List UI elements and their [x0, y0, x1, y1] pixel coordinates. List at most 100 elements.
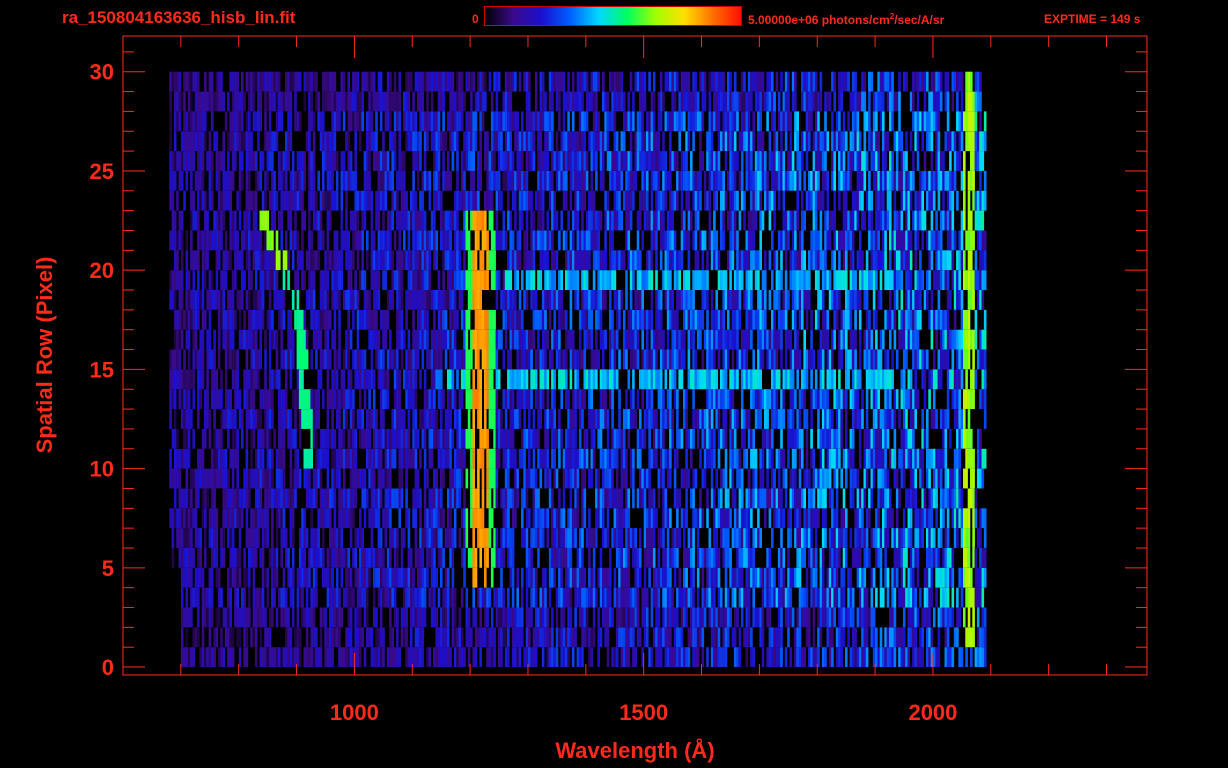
heatmap-cell	[928, 448, 931, 469]
heatmap-cell	[349, 607, 353, 628]
heatmap-cell	[544, 567, 547, 588]
heatmap-cell	[609, 349, 612, 370]
heatmap-cell	[625, 548, 628, 568]
heatmap-cell	[430, 409, 434, 429]
heatmap-cell	[312, 270, 316, 290]
heatmap-cell	[521, 567, 524, 588]
heatmap-cell	[902, 428, 906, 449]
heatmap-cell	[414, 468, 418, 489]
heatmap-cell	[951, 548, 955, 568]
heatmap-cell	[192, 627, 195, 648]
heatmap-cell	[426, 309, 429, 330]
heatmap-cell	[932, 647, 936, 667]
heatmap-cell	[289, 468, 293, 489]
heatmap-cell	[213, 428, 216, 449]
heatmap-cell	[412, 488, 415, 509]
heatmap-cell	[976, 627, 980, 648]
heatmap-cell	[528, 508, 531, 529]
heatmap-cell	[199, 647, 202, 667]
heatmap-cell	[703, 548, 707, 568]
heatmap-cell	[782, 369, 786, 390]
heatmap-cell	[382, 587, 385, 608]
heatmap-cell	[835, 290, 839, 310]
heatmap-cell	[636, 627, 640, 648]
heatmap-cell	[870, 349, 874, 370]
heatmap-cell	[426, 508, 429, 529]
heatmap-cell	[574, 627, 577, 648]
heatmap-cell	[389, 349, 392, 370]
heatmap-cell	[777, 548, 781, 568]
heatmap-cell	[356, 647, 360, 667]
heatmap-cell	[921, 528, 924, 548]
heatmap-cell	[335, 369, 339, 390]
heatmap-cell	[581, 647, 584, 667]
heatmap-cell	[919, 647, 922, 667]
heatmap-cell	[248, 290, 251, 310]
heatmap-cell	[821, 548, 825, 568]
heatmap-cell	[338, 290, 341, 310]
heatmap-cell	[858, 349, 862, 370]
heatmap-cell	[671, 587, 674, 608]
heatmap-cell	[696, 647, 700, 667]
heatmap-cell	[551, 329, 554, 350]
heatmap-cell	[939, 369, 943, 390]
heatmap-cell	[856, 567, 860, 588]
heatmap-cell	[298, 548, 302, 568]
heatmap-cell	[576, 468, 580, 489]
heatmap-cell	[581, 567, 584, 588]
heatmap-cell	[611, 389, 614, 409]
heatmap-cell	[275, 607, 279, 628]
heatmap-cell	[372, 448, 376, 469]
heatmap-cell	[713, 587, 716, 608]
heatmap-cell	[458, 409, 462, 429]
heatmap-cell	[761, 488, 765, 509]
heatmap-cell	[366, 548, 369, 568]
heatmap-cell	[245, 627, 249, 648]
heatmap-cell	[865, 448, 869, 469]
heatmap-cell	[335, 528, 339, 548]
heatmap-cell	[504, 329, 508, 350]
heatmap-cell	[886, 488, 890, 509]
heatmap-cell	[197, 349, 200, 370]
heatmap-cell	[937, 309, 941, 330]
heatmap-cell	[604, 290, 607, 310]
heatmap-cell	[953, 508, 957, 529]
heatmap-cell	[789, 587, 793, 608]
heatmap-cell	[856, 409, 860, 429]
heatmap-cell	[377, 349, 381, 370]
heatmap-cell	[342, 369, 346, 390]
heatmap-cell	[666, 647, 670, 667]
heatmap-cell	[902, 567, 906, 588]
heatmap-cell	[217, 428, 221, 449]
heatmap-cell	[805, 448, 809, 469]
heatmap-cell	[326, 448, 330, 469]
heatmap-cell	[342, 488, 346, 509]
heatmap-cell	[546, 468, 550, 489]
heatmap-cell	[789, 528, 793, 548]
heatmap-cell	[458, 488, 462, 509]
heatmap-cell	[298, 309, 302, 330]
heatmap-cell	[581, 468, 584, 489]
heatmap-cell	[666, 329, 670, 350]
heatmap-cell	[602, 607, 605, 628]
heatmap-cell	[745, 488, 749, 509]
heatmap-cell	[495, 329, 499, 350]
heatmap-cell	[289, 488, 293, 509]
heatmap-cell	[275, 329, 279, 350]
heatmap-cell	[224, 369, 228, 390]
heatmap-cell	[493, 627, 496, 648]
heatmap-cell	[264, 607, 267, 628]
heatmap-cell	[509, 409, 513, 429]
heatmap-cell	[916, 647, 920, 667]
heatmap-cell	[842, 567, 846, 588]
heatmap-cell	[444, 528, 448, 548]
heatmap-cell	[389, 528, 392, 548]
heatmap-cell	[525, 329, 529, 350]
heatmap-cell	[254, 409, 258, 429]
heatmap-cell	[414, 548, 418, 568]
heatmap-cell	[671, 428, 674, 449]
heatmap-cell	[315, 448, 318, 469]
heatmap-cell	[261, 428, 265, 449]
heatmap-cell	[315, 627, 318, 648]
